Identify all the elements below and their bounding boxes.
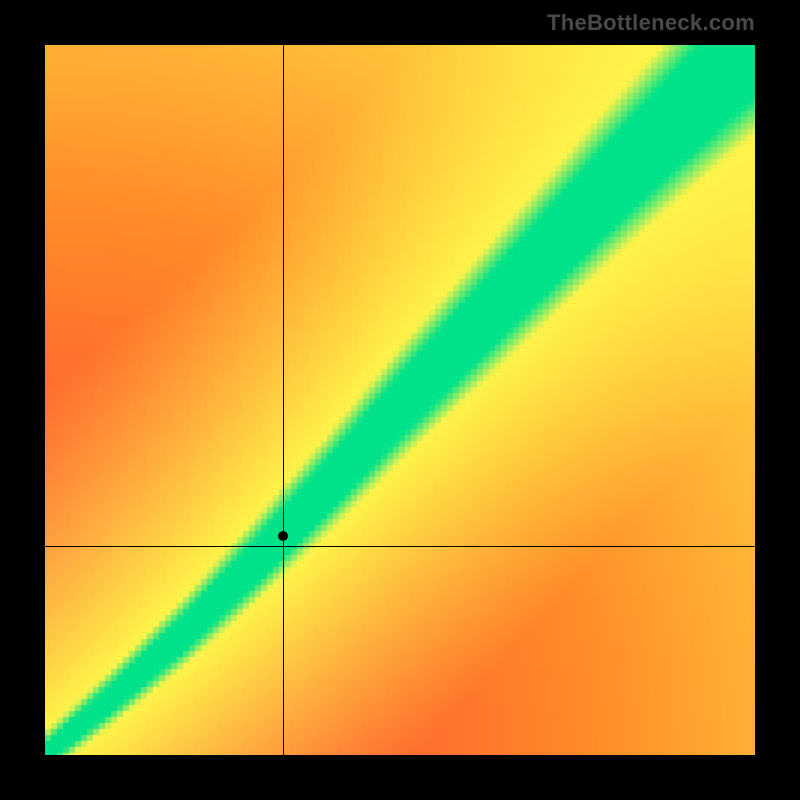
- watermark-text: TheBottleneck.com: [547, 10, 755, 36]
- data-point-marker: [278, 531, 288, 541]
- crosshair-vertical: [283, 45, 284, 755]
- crosshair-horizontal: [45, 546, 755, 547]
- root-container: TheBottleneck.com: [0, 0, 800, 800]
- heatmap-canvas: [45, 45, 755, 755]
- heatmap-chart: [45, 45, 755, 755]
